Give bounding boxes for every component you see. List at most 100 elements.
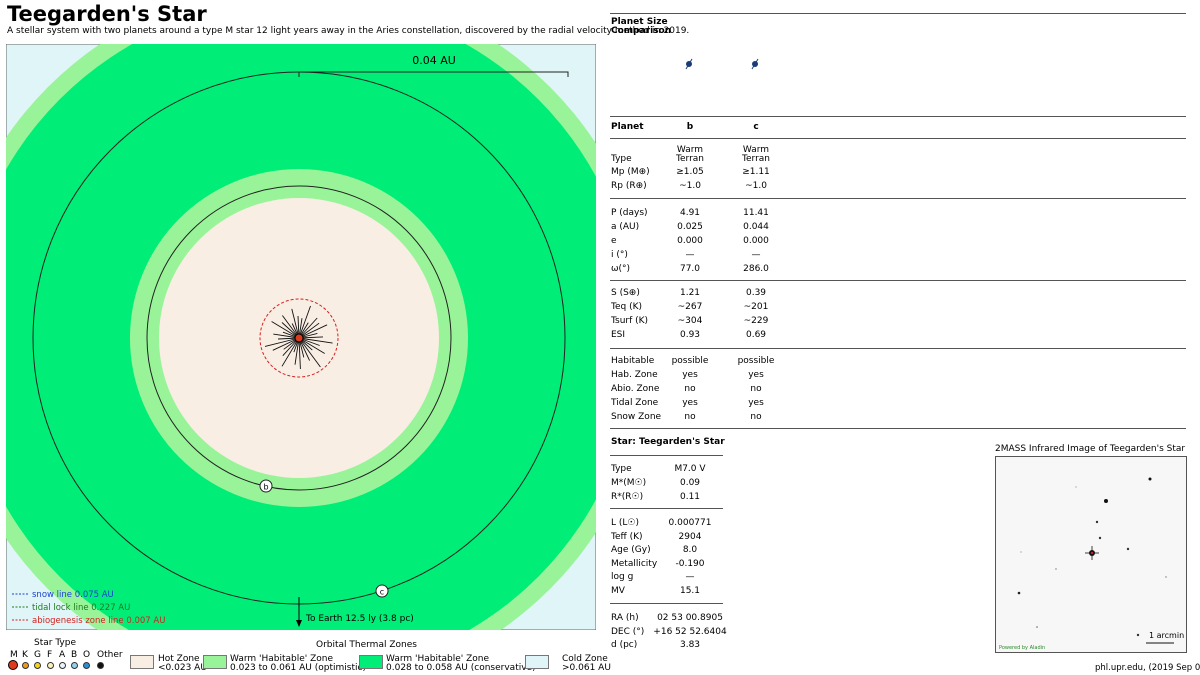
cold-zone-name: Cold Zone xyxy=(562,654,608,664)
planet-c-value: 0.69 xyxy=(745,330,767,340)
tidal-ray xyxy=(298,324,328,339)
infrared-title: 2MASS Infrared Image of Teegarden's Star xyxy=(995,444,1186,454)
planet-b-value: 77.0 xyxy=(679,264,701,274)
orbit-divider xyxy=(610,280,1186,281)
star-row-value: 8.0 xyxy=(682,545,698,555)
abiogenesis-line-label: abiogenesis zone line 0.007 AU xyxy=(32,616,165,626)
planet-b-value: ≥1.05 xyxy=(676,167,704,177)
star-row-value: — xyxy=(685,572,695,582)
planet-header-divider xyxy=(610,138,1186,139)
mass-divider xyxy=(610,198,1186,199)
target-star xyxy=(1085,546,1099,560)
planet-b-value: yes xyxy=(682,398,698,408)
conservative-zone-range: 0.028 to 0.058 AU (conservative) xyxy=(386,663,536,673)
star-row-label: MV xyxy=(611,585,625,596)
star-row-value: 0.11 xyxy=(679,492,701,502)
hot-zone-swatch xyxy=(130,655,154,669)
planet-c-value: no xyxy=(750,384,762,394)
planet-c-value: yes xyxy=(748,398,764,408)
orbit-b xyxy=(146,185,452,491)
star-row-label: DEC (°) xyxy=(611,626,645,637)
page-title: Teegarden's Star xyxy=(7,2,207,26)
footer-credit: phl.upr.edu, (2019 Sep 03) xyxy=(1095,663,1200,673)
planet-row-label: Habitable xyxy=(611,356,655,366)
optimistic-zone-swatch xyxy=(203,655,227,669)
star-type-label: M xyxy=(10,650,18,660)
star-row-value: 02 53 00.8905 xyxy=(657,613,723,623)
scale-bar xyxy=(298,71,569,77)
planet-b-value: 1.21 xyxy=(679,288,701,298)
tidal-ray xyxy=(298,337,301,370)
conservative-zone-name: Warm 'Habitable' Zone xyxy=(386,654,490,664)
planet-b-value: 4.91 xyxy=(679,208,701,218)
tidal-ray xyxy=(291,308,300,339)
planet-b-marker: b xyxy=(259,479,273,493)
planet-row-label: S (S⊕) xyxy=(611,288,640,298)
star-table-title: Star: Teegarden's Star xyxy=(611,437,725,447)
infrared-image: 1 arcmin Powered by Aladin xyxy=(995,456,1187,653)
planet-row-label: i (°) xyxy=(611,250,628,260)
planet-row-label: Mp (M⊕) xyxy=(611,167,650,177)
star-row-label: RA (h) xyxy=(611,613,639,623)
star-type-label: Other xyxy=(97,650,123,660)
planet-header-top-divider xyxy=(610,116,1186,117)
arcmin-scale-label: 1 arcmin xyxy=(1149,631,1185,640)
planet-row-label: a (AU) xyxy=(611,222,640,232)
star-row-label: M*(M☉) xyxy=(611,478,647,488)
planet-b-value: ~304 xyxy=(677,316,703,326)
planet-b-label: b xyxy=(263,483,268,492)
star-row-value: +16 52 52.6404 xyxy=(653,626,727,637)
planet-header-c: c xyxy=(753,122,759,132)
tidal-ray xyxy=(281,337,300,367)
planet-b-size-icon xyxy=(685,58,693,70)
zones-legend-title: Orbital Thermal Zones xyxy=(316,640,417,650)
planet-c-value: — xyxy=(751,250,761,260)
comparison-title-line2: Comparison xyxy=(611,26,672,36)
star-type-dot xyxy=(83,662,90,669)
type-label: Type xyxy=(611,154,632,164)
planet-b-value: ~267 xyxy=(677,302,703,312)
star-row-label: Metallicity xyxy=(611,558,658,569)
tidal-lock-line-label: tidal lock line 0.227 AU xyxy=(32,603,130,613)
star-row-label: d (pc) xyxy=(611,640,638,650)
type-c-line2: Terran xyxy=(742,154,770,164)
star-type-label: F xyxy=(47,650,53,660)
tidal-ray xyxy=(298,317,318,339)
planet-c-value: 0.000 xyxy=(743,236,769,246)
star-title-divider xyxy=(610,455,723,456)
conservative-zone-swatch xyxy=(359,655,383,669)
planet-c-value: ~201 xyxy=(743,302,769,312)
earth-arrow-head xyxy=(296,620,302,627)
planet-row-label: P (days) xyxy=(611,208,648,218)
star-row-label: R*(R☉) xyxy=(611,492,644,502)
type-b-line1: Warm xyxy=(676,145,704,155)
star-type-dot xyxy=(97,662,104,669)
planet-c-value: yes xyxy=(748,370,764,380)
star-physical-divider xyxy=(610,603,723,604)
cold-zone-swatch xyxy=(525,655,549,669)
comparison-title-line1: Planet Size xyxy=(611,17,668,27)
star-row-label: L (L☉) xyxy=(611,518,639,528)
tidal-ray xyxy=(298,337,325,354)
planet-c-value: ~229 xyxy=(743,316,769,326)
planet-row-label: e xyxy=(611,236,617,246)
planet-c-value: 0.39 xyxy=(745,288,767,298)
planet-b-value: 0.93 xyxy=(679,330,701,340)
planet-row-label: Tsurf (K) xyxy=(611,316,649,326)
star-type-label: O xyxy=(83,650,91,660)
planet-c-marker: c xyxy=(375,584,389,598)
star-type-dot xyxy=(22,662,29,669)
planet-b-value: 0.000 xyxy=(677,236,703,246)
orbital-diagram: 0.04 AU b c To Earth 12.5 ly (3.8 pc) sn… xyxy=(6,44,596,630)
planet-header-b: b xyxy=(686,122,694,132)
tidal-ray xyxy=(298,337,321,368)
planet-row-label: ω(°) xyxy=(611,264,631,274)
tidal-ray xyxy=(272,337,300,351)
star-row-label: Type xyxy=(611,464,632,474)
tidal-ray xyxy=(271,321,300,339)
scale-label: 0.04 AU xyxy=(412,54,456,67)
planet-c-value: ~1.0 xyxy=(745,181,767,191)
infrared-starfield xyxy=(1017,477,1174,644)
top-divider xyxy=(610,13,1186,14)
star-row-value: 0.000771 xyxy=(668,518,712,528)
